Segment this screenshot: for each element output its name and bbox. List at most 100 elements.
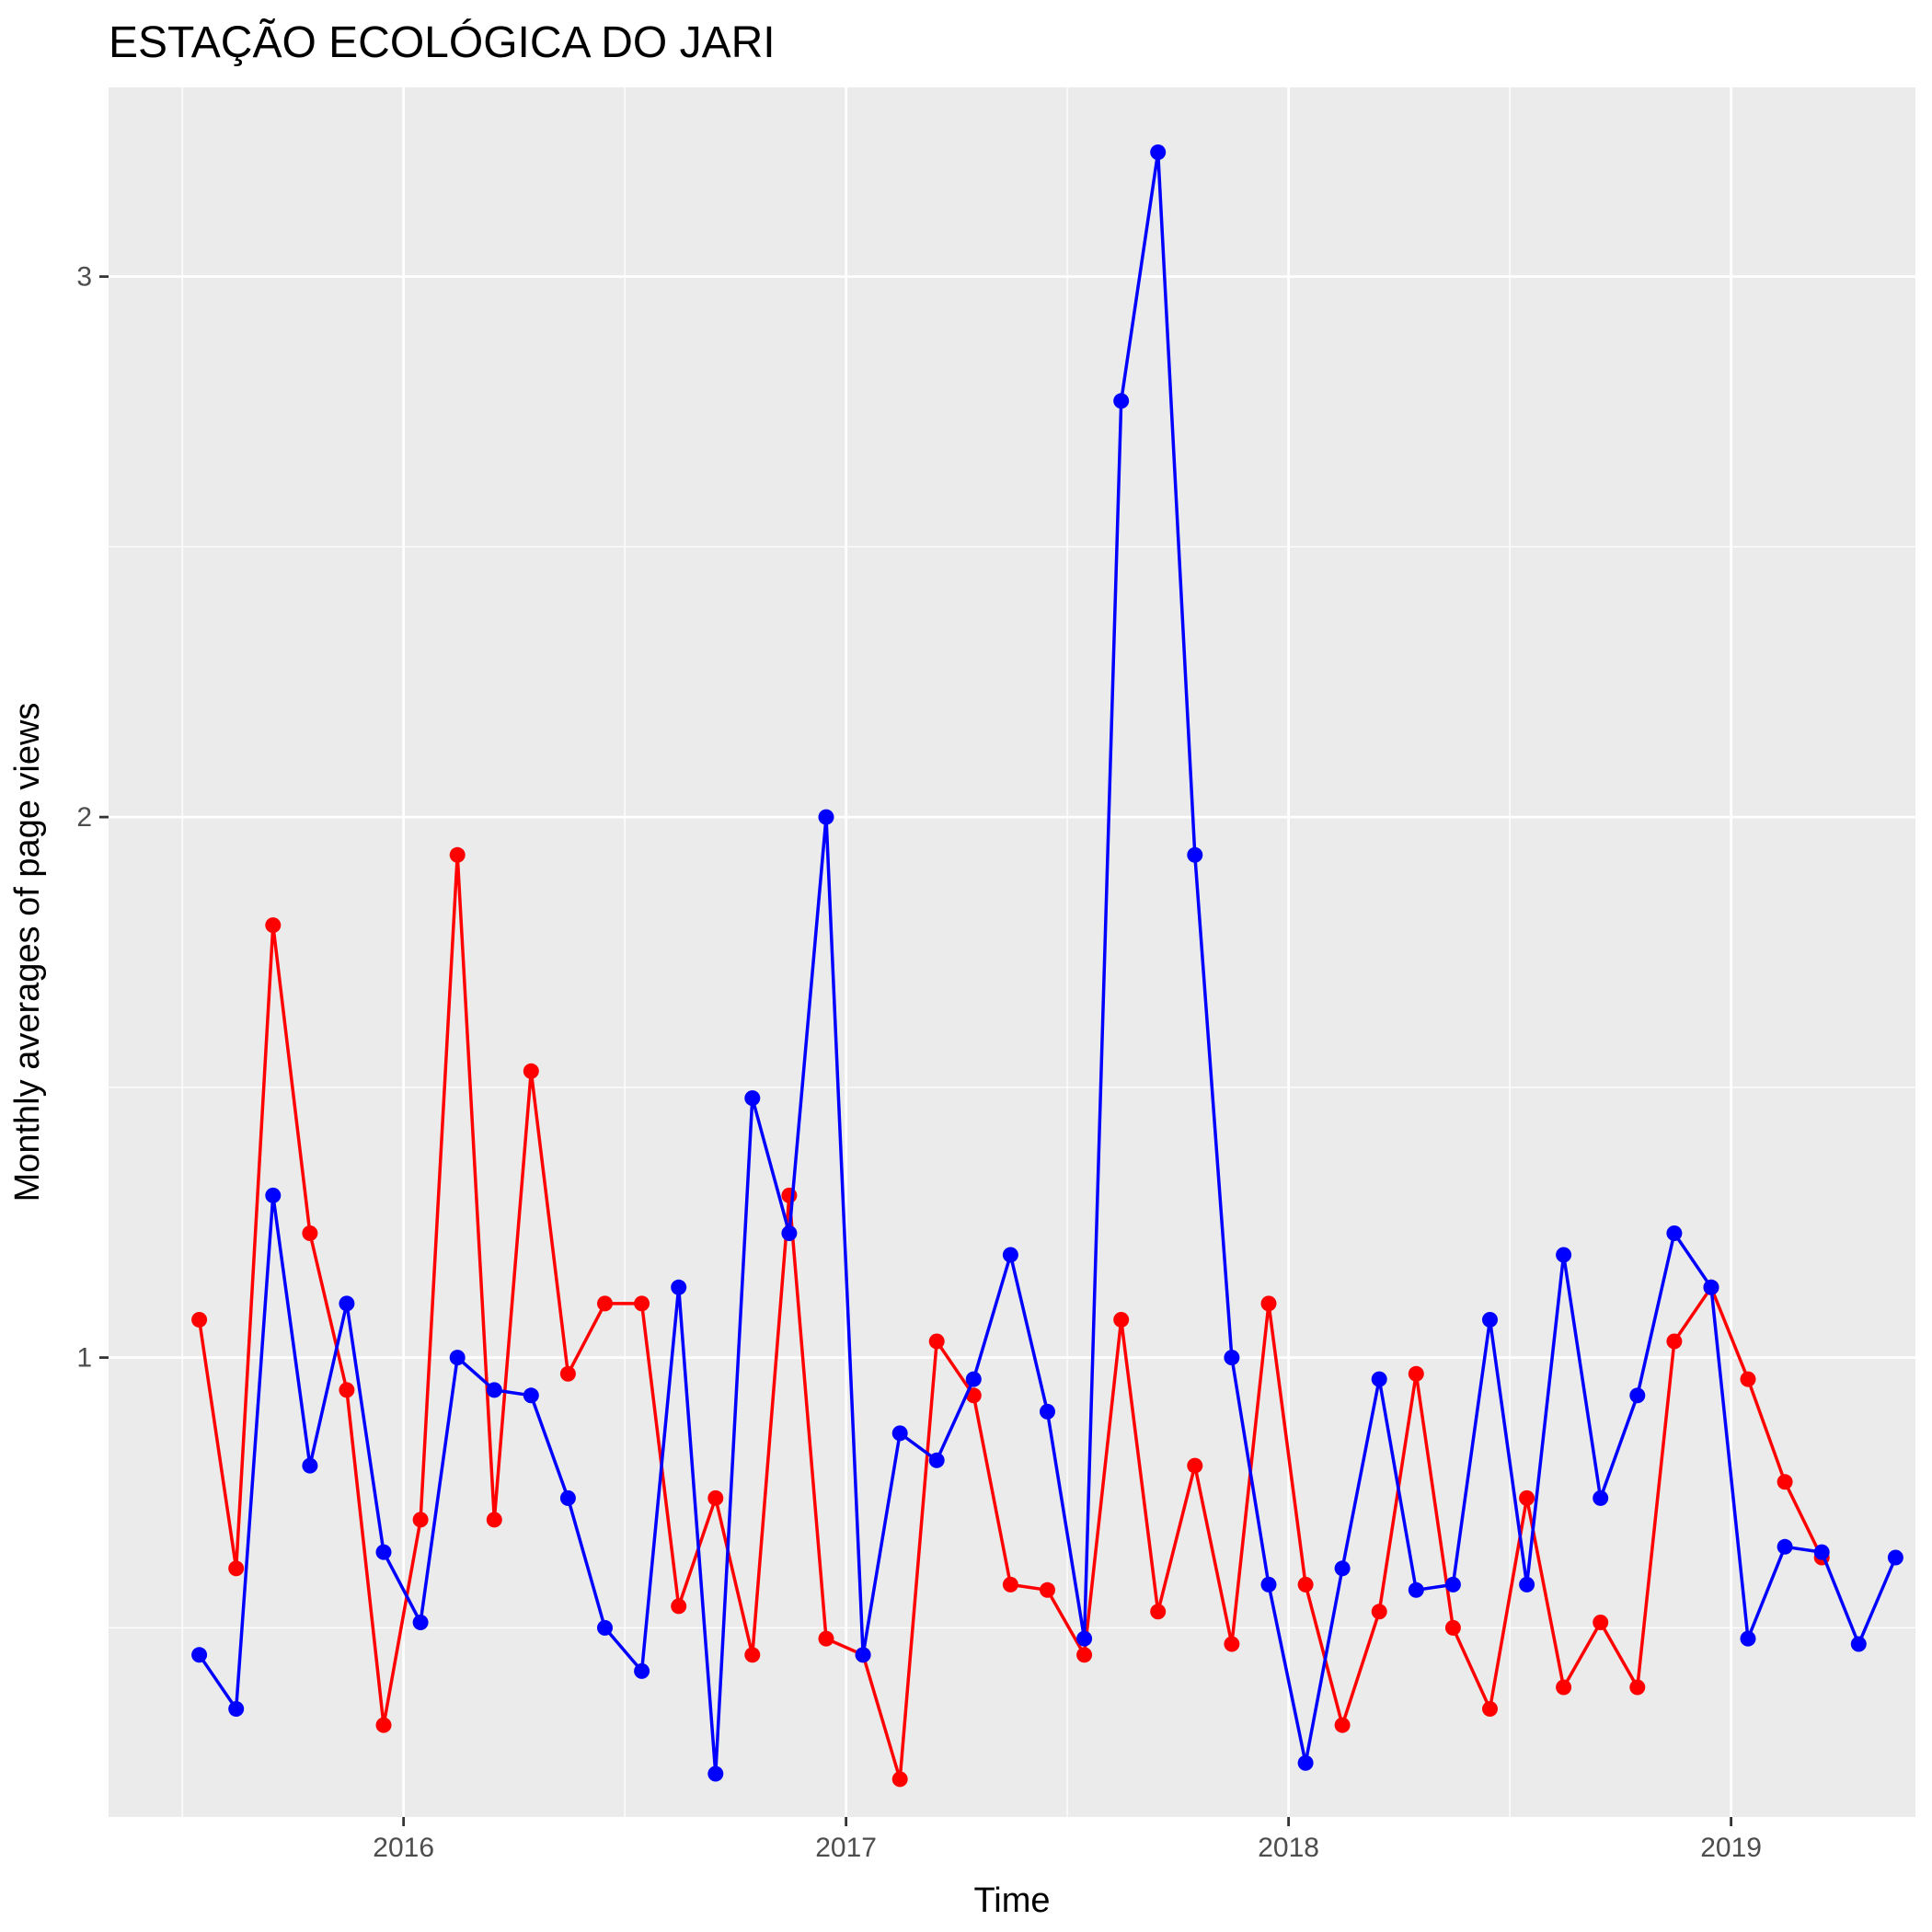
series-1-point	[449, 846, 466, 863]
series-1-point	[1371, 1604, 1387, 1620]
series-1-point	[1040, 1581, 1055, 1598]
series-2-point	[1740, 1630, 1756, 1647]
series-2-point	[597, 1619, 613, 1636]
series-2-point	[928, 1452, 945, 1468]
series-2-point	[1482, 1312, 1498, 1328]
series-2-point	[1371, 1371, 1387, 1387]
series-1-point	[1113, 1312, 1130, 1328]
series-2-point	[1040, 1403, 1055, 1420]
series-2-point	[965, 1371, 982, 1387]
y-tick-label: 2	[76, 802, 92, 833]
series-1-point	[523, 1063, 539, 1079]
series-2-point	[634, 1662, 650, 1679]
series-1-point	[339, 1382, 355, 1398]
series-1-point	[375, 1717, 392, 1733]
series-1-point	[1666, 1333, 1683, 1350]
series-1-point	[1187, 1457, 1203, 1474]
series-2-point	[228, 1701, 245, 1717]
series-2-point	[818, 809, 834, 825]
series-1-point	[634, 1295, 650, 1312]
series-1-point	[559, 1365, 576, 1382]
series-1-point	[1260, 1295, 1277, 1312]
series-layer	[191, 144, 1903, 1788]
series-2-point	[1334, 1560, 1351, 1577]
y-tick-label: 3	[76, 262, 92, 293]
series-2-point	[1593, 1489, 1609, 1506]
series-2-point	[1224, 1350, 1240, 1366]
series-2-point	[1777, 1538, 1793, 1555]
series-2-point	[1629, 1387, 1646, 1404]
series-1-point	[1740, 1371, 1756, 1387]
series-1-point	[1629, 1679, 1646, 1696]
axes: 1 2 3 2016 2017 2018 2019	[76, 262, 1762, 1863]
series-2-point	[1297, 1754, 1314, 1771]
series-1-point	[818, 1630, 834, 1647]
series-1-point	[891, 1771, 908, 1788]
series-2-point	[1187, 846, 1203, 863]
series-2-point	[707, 1765, 724, 1782]
series-1-point	[707, 1489, 724, 1506]
series-1-point	[744, 1647, 761, 1663]
x-axis-title: Time	[973, 1881, 1050, 1920]
series-2-point	[523, 1387, 539, 1404]
series-2-point	[855, 1647, 871, 1663]
plot-panel	[109, 87, 1915, 1817]
series-1-point	[1408, 1365, 1424, 1382]
series-1-point	[191, 1312, 208, 1328]
series-1-point	[265, 917, 282, 934]
series-2-point	[265, 1187, 282, 1203]
series-1-point	[228, 1560, 245, 1577]
series-2-point	[1887, 1549, 1903, 1566]
y-axis-title: Monthly averages of page views	[8, 703, 47, 1202]
series-2-point	[1813, 1544, 1830, 1560]
series-1-point	[671, 1598, 687, 1615]
series-1-point	[412, 1512, 429, 1528]
series-1-point	[302, 1225, 318, 1241]
series-2-point	[486, 1382, 502, 1398]
series-2-point	[1703, 1279, 1719, 1295]
series-1-point	[1150, 1604, 1167, 1620]
series-1-point	[1593, 1615, 1609, 1630]
series-2-point	[412, 1615, 429, 1630]
series-2-point	[191, 1647, 208, 1663]
series-1-point	[781, 1187, 798, 1203]
series-1-point	[1334, 1717, 1351, 1733]
series-2-point	[375, 1544, 392, 1560]
series-1-point	[486, 1512, 502, 1528]
y-tick-label: 1	[76, 1343, 92, 1374]
series-2-point	[781, 1225, 798, 1241]
grid-lines	[109, 87, 1915, 1817]
series-1-point	[1777, 1474, 1793, 1490]
series-1-point	[1482, 1701, 1498, 1717]
series-2-point	[1002, 1247, 1018, 1263]
series-2-point	[1519, 1576, 1535, 1593]
series-2-point	[1076, 1630, 1093, 1647]
series-2-point	[302, 1457, 318, 1474]
series-2-point	[1444, 1576, 1461, 1593]
chart-title: ESTAÇÃO ECOLÓGICA DO JARI	[109, 17, 776, 67]
series-1-point	[1224, 1636, 1240, 1652]
series-2-point	[1556, 1247, 1572, 1263]
series-2-point	[891, 1425, 908, 1442]
series-1-point	[1519, 1489, 1535, 1506]
series-1-point	[597, 1295, 613, 1312]
series-1-point	[928, 1333, 945, 1350]
series-1-point	[1556, 1679, 1572, 1696]
series-2-point	[559, 1489, 576, 1506]
series-1-point	[1297, 1576, 1314, 1593]
x-tick-label: 2016	[373, 1833, 434, 1863]
series-2-point	[744, 1090, 761, 1107]
series-2-point	[671, 1279, 687, 1295]
series-2-point	[1150, 144, 1167, 160]
series-2-point	[1408, 1581, 1424, 1598]
x-tick-label: 2019	[1700, 1833, 1762, 1863]
series-2-point	[1850, 1636, 1867, 1652]
series-1-point	[1002, 1576, 1018, 1593]
series-1-point	[1444, 1619, 1461, 1636]
series-2-point	[339, 1295, 355, 1312]
x-tick-label: 2017	[815, 1833, 877, 1863]
series-2-point	[1666, 1225, 1683, 1241]
series-2-point	[1260, 1576, 1277, 1593]
series-1-point	[1076, 1647, 1093, 1663]
